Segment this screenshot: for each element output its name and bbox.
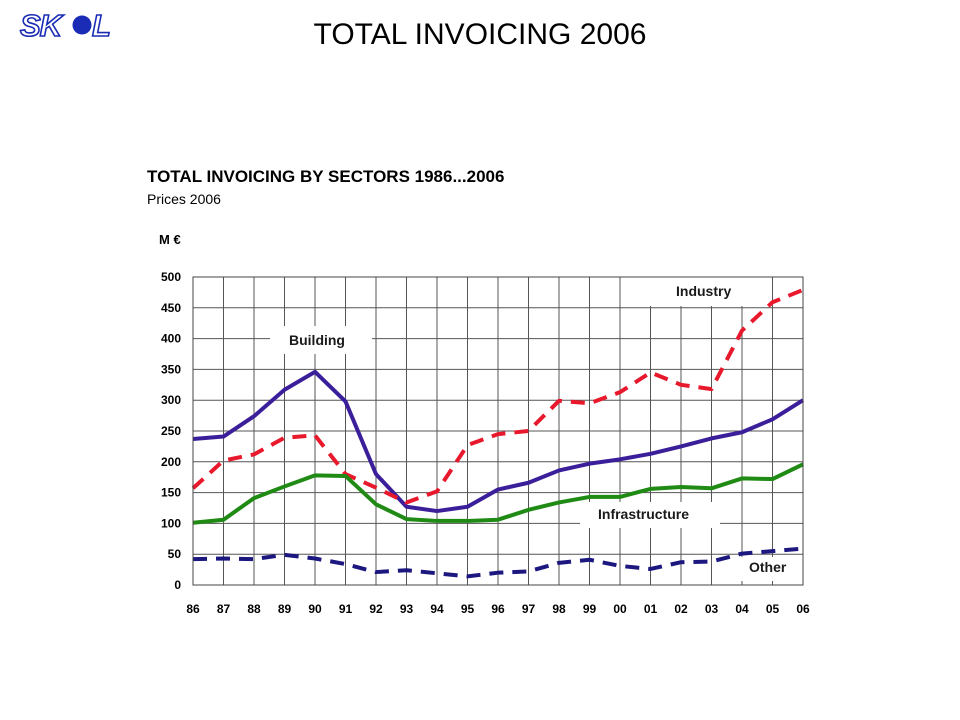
series-label: Infrastructure [598,506,689,522]
slide-title: TOTAL INVOICING 2006 [313,18,647,51]
x-tick-label: 90 [308,602,322,616]
y-tick-label: 300 [161,393,181,407]
series-line-infrastructure [192,462,804,525]
y-tick-label: 200 [161,455,181,469]
x-tick-label: 94 [430,602,444,616]
x-tick-label: 95 [461,602,475,616]
x-tick-label: 00 [613,602,627,616]
x-tick-label: 92 [369,602,383,616]
x-tick-label: 02 [674,602,688,616]
series-label: Industry [676,283,731,299]
x-tick-label: 97 [522,602,536,616]
y-tick-label: 350 [161,362,181,376]
svg-text:SK: SK [20,8,65,42]
y-tick-label: 400 [161,332,181,346]
series-line-other [192,546,804,579]
y-axis-label: M € [159,232,181,247]
plot-border [192,276,804,586]
chart-title: TOTAL INVOICING BY SECTORS 1986...2006 [147,167,505,186]
x-tick-label: 93 [400,602,414,616]
y-tick-label: 0 [174,578,181,592]
series-label-box [737,557,801,581]
y-tick-label: 450 [161,301,181,315]
x-tick-label: 87 [217,602,231,616]
x-tick-label: 04 [735,602,749,616]
series-line-building [192,369,805,514]
series-label-box [650,276,772,306]
y-tick-label: 100 [161,516,181,530]
chart-subtitle: Prices 2006 [147,191,221,207]
series-label: Building [289,332,345,348]
x-tick-label: 99 [583,602,597,616]
x-tick-label: 06 [796,602,810,616]
x-tick-label: 91 [339,602,353,616]
x-tick-label: 01 [644,602,658,616]
series-label: Other [749,559,787,575]
svg-text:L: L [92,8,111,42]
x-tick-label: 96 [491,602,505,616]
y-tick-label: 150 [161,486,181,500]
x-tick-label: 05 [766,602,780,616]
series-line-industry [191,288,804,505]
logo-dot-icon [72,15,92,35]
skol-logo: SK L [19,7,112,42]
y-tick-label: 50 [168,547,182,561]
x-tick-label: 89 [278,602,292,616]
x-tick-label: 98 [552,602,566,616]
y-tick-label: 500 [161,270,181,284]
x-tick-label: 86 [186,602,200,616]
series-label-box [270,326,372,354]
x-tick-label: 88 [247,602,261,616]
x-tick-label: 03 [705,602,719,616]
y-tick-label: 250 [161,424,181,438]
series-label-box [580,502,720,528]
